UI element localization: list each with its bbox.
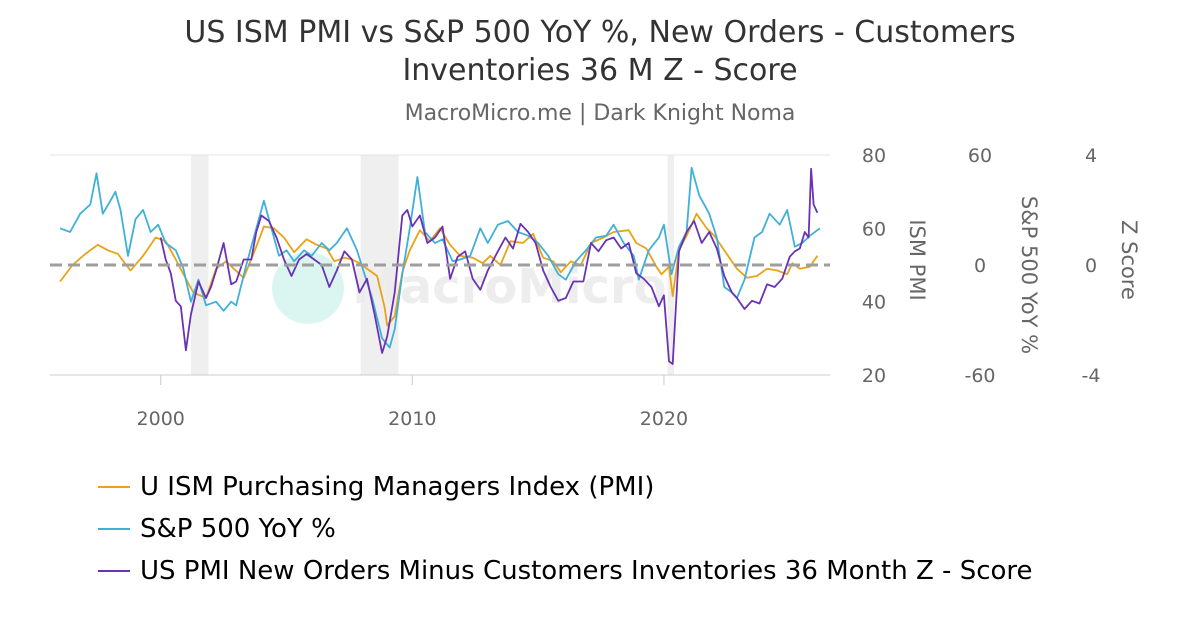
series-line-zscore [159, 167, 819, 365]
legend-label-zscore: US PMI New Orders Minus Customers Invent… [140, 556, 1033, 586]
legend-swatch-pmi [98, 486, 130, 488]
y-tick-label-pmi-60: 60 [862, 218, 886, 240]
legend-swatch-spx [98, 528, 130, 530]
watermark-logo [272, 252, 344, 324]
legend-label-pmi: U ISM Purchasing Managers Index (PMI) [140, 472, 655, 502]
legend-item-zscore[interactable]: US PMI New Orders Minus Customers Invent… [98, 550, 1033, 592]
chart-title-line-2: Inventories 36 M Z - Score [402, 53, 798, 88]
legend-swatch-zscore [98, 570, 130, 572]
series-lines [59, 166, 821, 365]
y-tick-label-spx--60: -60 [964, 365, 995, 387]
y-tick-label-zscore--4: -4 [1082, 365, 1101, 387]
y-tick-label-pmi-20: 20 [862, 365, 886, 387]
legend-item-spx[interactable]: S&P 500 YoY % [98, 508, 1033, 550]
y-axis-title-spx: S&P 500 YoY % [1017, 196, 1041, 354]
y-axis-title-pmi: ISM PMI [905, 219, 929, 300]
y-tick-label-zscore-0: 0 [1085, 255, 1097, 277]
y-tick-label-spx-60: 60 [968, 145, 992, 167]
y-tick-label-spx-0: 0 [974, 255, 986, 277]
x-tick-label-2000: 2000 [137, 408, 185, 430]
x-tick-label-2010: 2010 [388, 408, 436, 430]
y-axis-title-zscore: Z Score [1117, 220, 1141, 300]
y-tick-label-pmi-80: 80 [862, 145, 886, 167]
chart-subtitle: MacroMicro.me | Dark Knight Noma [404, 101, 796, 126]
chart-title-line-1: US ISM PMI vs S&P 500 YoY %, New Orders … [184, 15, 1016, 50]
legend: U ISM Purchasing Managers Index (PMI) S&… [98, 466, 1033, 592]
watermark: MacroMicro [272, 252, 667, 324]
x-tick-label-2020: 2020 [640, 408, 688, 430]
x-axis: 2000 2010 2020 [137, 375, 688, 430]
chart-title: US ISM PMI vs S&P 500 YoY %, New Orders … [0, 14, 1200, 90]
legend-item-pmi[interactable]: U ISM Purchasing Managers Index (PMI) [98, 466, 1033, 508]
y-tick-label-zscore-4: 4 [1085, 145, 1097, 167]
legend-label-spx: S&P 500 YoY % [140, 514, 336, 544]
y-tick-label-pmi-40: 40 [862, 292, 886, 314]
y-axes: 20 40 60 80 ISM PMI -60 0 60 S&P 500 YoY % -4 0 4 Z … [862, 145, 1141, 387]
